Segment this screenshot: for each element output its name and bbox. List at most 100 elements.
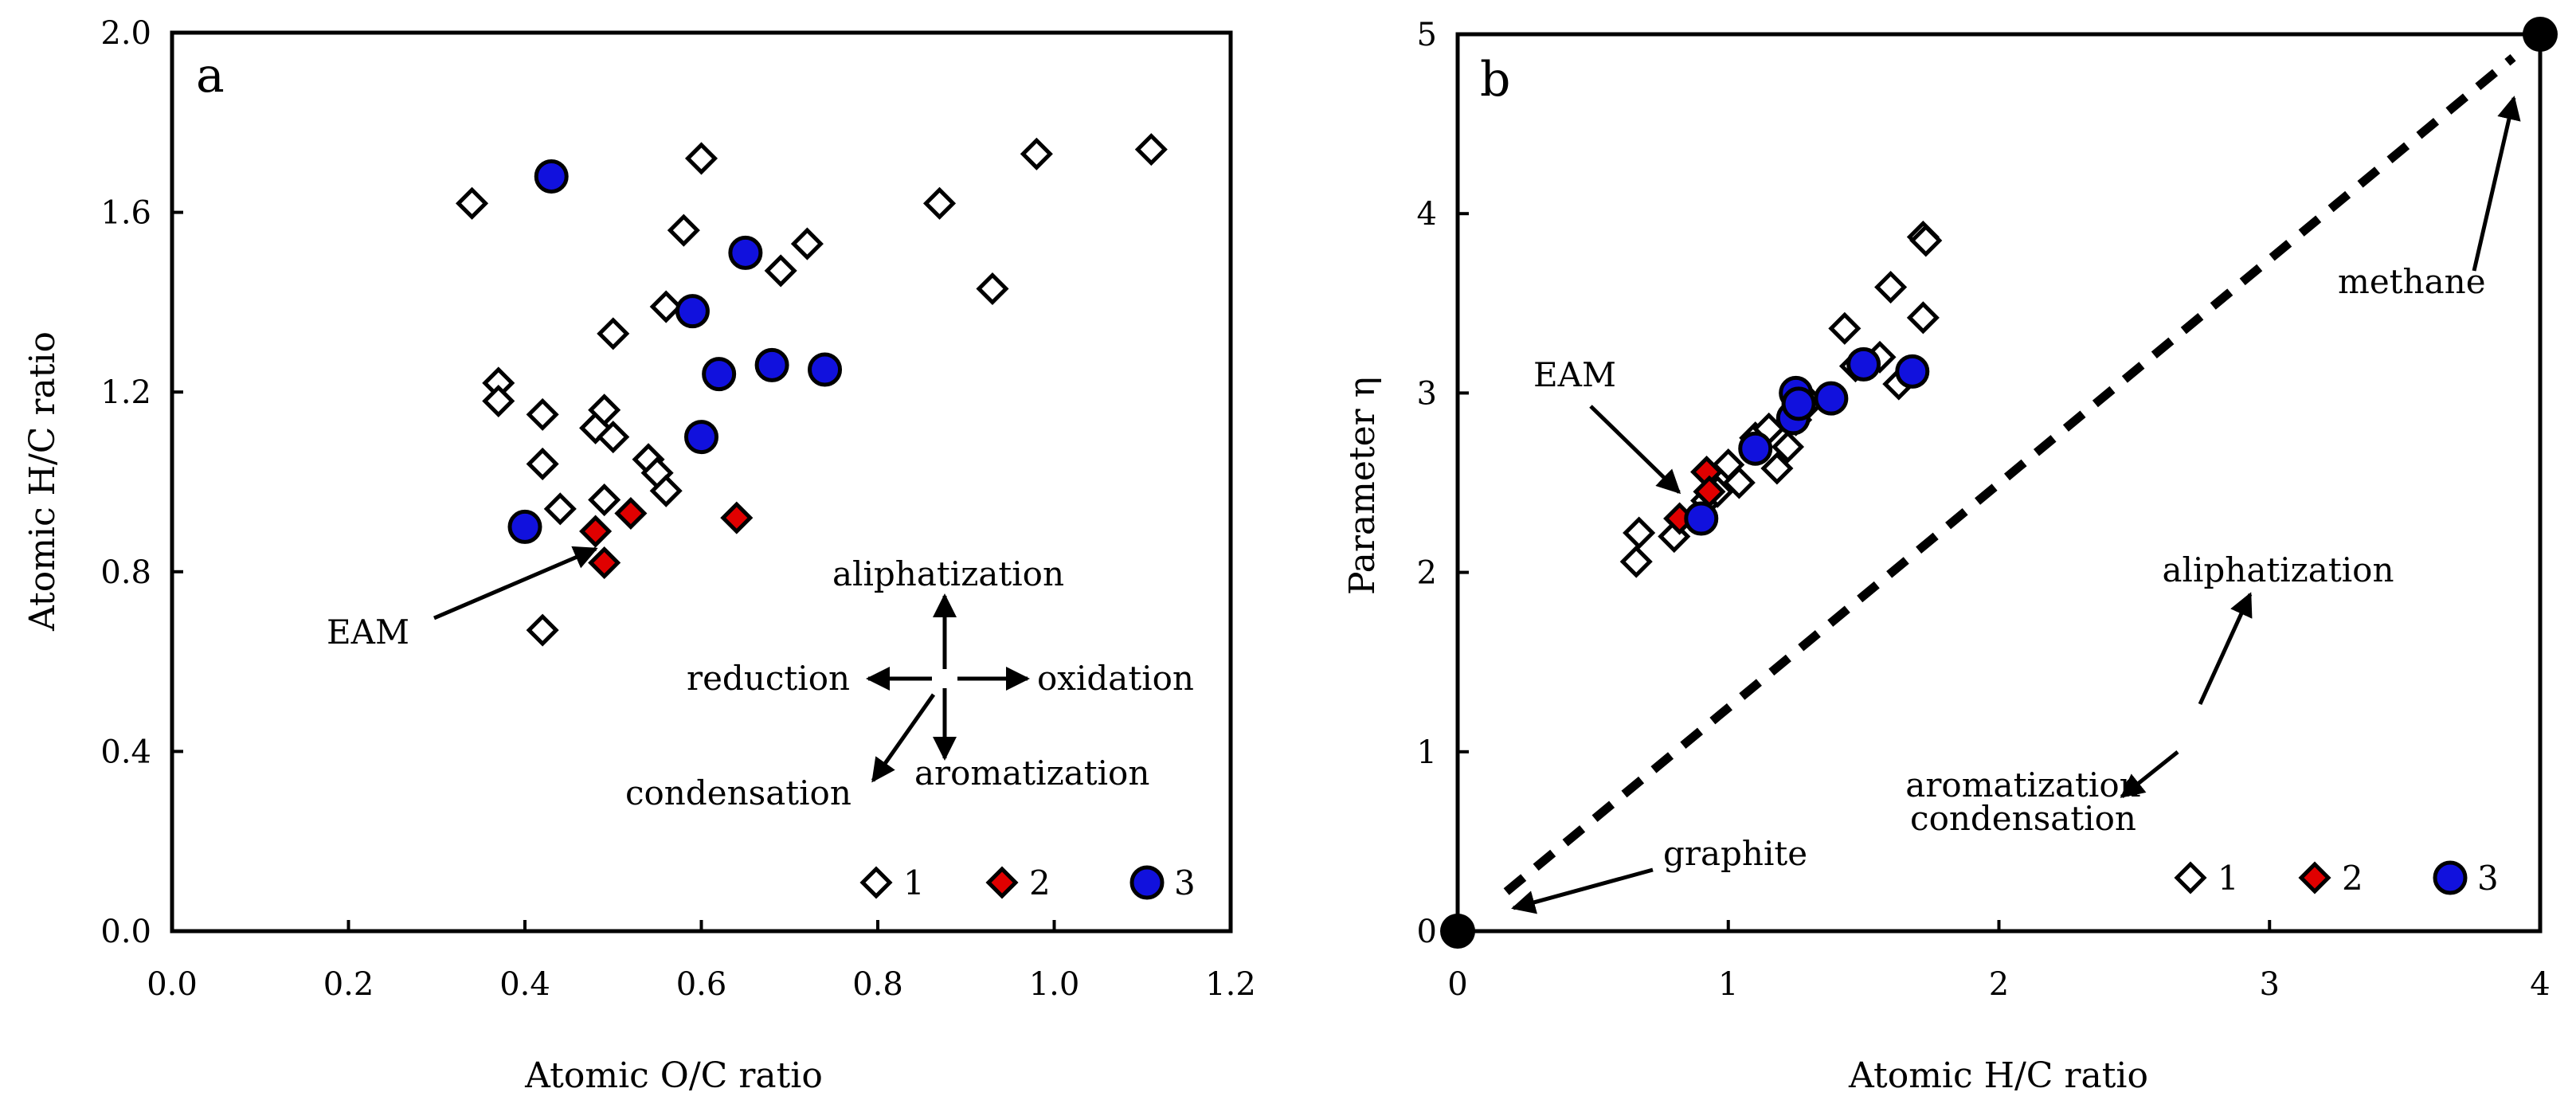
data-point-series-2 <box>614 496 648 530</box>
data-point-series-3 <box>1846 346 1881 382</box>
data-point-series-2 <box>588 546 621 580</box>
x-tick-label: 0.4 <box>499 966 550 1003</box>
x-tick-label: 3 <box>2260 966 2280 1003</box>
data-point-series-1 <box>1909 224 1943 257</box>
reference-point <box>2523 17 2558 52</box>
data-point-series-3 <box>1814 381 1849 416</box>
data-point-series-1 <box>1619 545 1653 578</box>
legend-a: 1 2 3 <box>859 863 1196 902</box>
data-point-series-1 <box>922 186 957 220</box>
data-point-series-1 <box>1760 452 1794 485</box>
x-tick-label: 0.0 <box>147 966 198 1003</box>
data-point-series-1 <box>482 384 515 418</box>
y-tick-label: 1 <box>1417 734 1437 771</box>
data-point-series-1 <box>543 492 577 526</box>
dashed-trend-line <box>1503 54 2516 895</box>
legend-marker-3 <box>1129 865 1165 900</box>
y-tick-label: 2 <box>1417 555 1437 592</box>
data-point-series-1 <box>526 447 559 480</box>
data-point-series-1 <box>790 227 824 260</box>
x-tick-label: 0.8 <box>852 966 903 1003</box>
legend-label-1: 1 <box>2218 859 2239 898</box>
aliphatization-label-a: aliphatization <box>832 554 1064 593</box>
y-tick-label: 4 <box>1417 196 1437 233</box>
x-tick-label: 2 <box>1989 966 2009 1003</box>
legend-marker-2 <box>985 866 1019 899</box>
y-tick-label: 5 <box>1417 17 1437 53</box>
x-tick-label: 0 <box>1447 966 1467 1003</box>
legend-marker-3 <box>2433 860 2468 895</box>
y-tick-label: 1.2 <box>100 374 151 411</box>
y-tick-label: 3 <box>1417 375 1437 412</box>
aromatization-label-b: aromatization <box>1905 765 2140 804</box>
data-point-series-1 <box>456 186 489 220</box>
scatter-points-a <box>456 133 1168 647</box>
x-tick-label: 1.0 <box>1029 966 1080 1003</box>
aromatization-arrow-b <box>2120 750 2179 798</box>
data-point-series-3 <box>1684 501 1719 536</box>
y-axis-title-a: Atomic H/C ratio <box>22 331 63 632</box>
data-point-series-3 <box>675 294 710 329</box>
x-tick-label: 4 <box>2530 966 2550 1003</box>
graphite-label: graphite <box>1663 834 1807 873</box>
data-point-series-1 <box>1828 311 1862 345</box>
data-point-series-3 <box>1738 431 1773 466</box>
aliphatization-label-b: aliphatization <box>2162 550 2394 589</box>
y-tick-label: 0.8 <box>100 554 151 591</box>
data-point-series-3 <box>728 235 763 270</box>
methane-arrow <box>2472 96 2521 272</box>
reduction-label: reduction <box>687 659 850 698</box>
panel-label-b: b <box>1480 52 1510 108</box>
eam-label-b: EAM <box>1533 355 1616 394</box>
data-point-series-1 <box>588 393 621 427</box>
aromatization-label-a: aromatization <box>914 754 1149 793</box>
data-point-series-2 <box>720 501 754 534</box>
data-point-series-1 <box>1020 137 1053 170</box>
x-tick-label: 1.2 <box>1205 966 1256 1003</box>
y-tick-label: 0 <box>1417 914 1437 950</box>
data-point-series-3 <box>534 159 569 194</box>
y-tick-label: 0.0 <box>100 914 151 950</box>
data-point-series-2 <box>579 515 613 548</box>
oxidation-label: oxidation <box>1037 659 1194 698</box>
data-point-series-1 <box>597 317 630 350</box>
legend-marker-2 <box>2298 861 2331 894</box>
data-point-series-1 <box>588 483 621 517</box>
panel-b: 0 1 2 3 4 0 1 2 3 4 5 b Atomic H/C ratio Parameter… <box>1342 17 2558 1096</box>
x-tick-label: 0.6 <box>676 966 727 1003</box>
data-point-series-1 <box>1623 516 1656 550</box>
y-tick-label: 2.0 <box>100 15 151 52</box>
data-point-series-1 <box>649 290 683 323</box>
data-point-series-3 <box>754 347 789 382</box>
panel-a: 0.0 0.2 0.4 0.6 0.8 1.0 1.20.00.40.81.21.62.0 … <box>22 15 1256 1096</box>
eam-arrow-a <box>433 546 598 620</box>
data-point-series-3 <box>702 357 737 392</box>
eam-arrow-b <box>1589 405 1681 495</box>
condensation-label-b: condensation <box>1910 799 2136 838</box>
data-point-series-1 <box>1906 301 1940 335</box>
methane-label: methane <box>2338 262 2486 301</box>
graphite-arrow <box>1511 867 1654 914</box>
reference-points <box>1440 17 2558 949</box>
data-point-series-1 <box>667 213 700 247</box>
data-point-series-1 <box>1771 430 1805 464</box>
legend-label-3: 3 <box>2477 859 2499 898</box>
x-axis-title-a: Atomic O/C ratio <box>524 1055 823 1096</box>
data-point-series-3 <box>1781 386 1816 421</box>
data-point-series-1 <box>1134 133 1168 166</box>
data-point-series-1 <box>526 613 559 647</box>
condensation-arrow <box>871 693 936 783</box>
data-point-series-1 <box>649 474 683 507</box>
axis-ticks-b: 0 1 2 3 4 0 1 2 3 4 5 <box>1417 17 2551 1003</box>
y-tick-label: 0.4 <box>100 734 151 770</box>
y-tick-label: 1.6 <box>100 195 151 232</box>
scatter-points-b <box>1619 220 1943 578</box>
x-axis-title-b: Atomic H/C ratio <box>1848 1055 2148 1096</box>
data-point-series-1 <box>764 254 797 288</box>
reference-point <box>1440 914 1475 949</box>
legend-label-3: 3 <box>1174 863 1196 902</box>
data-point-series-3 <box>1895 354 1930 389</box>
x-tick-label: 0.2 <box>323 966 374 1003</box>
legend-marker-1 <box>2174 861 2207 894</box>
